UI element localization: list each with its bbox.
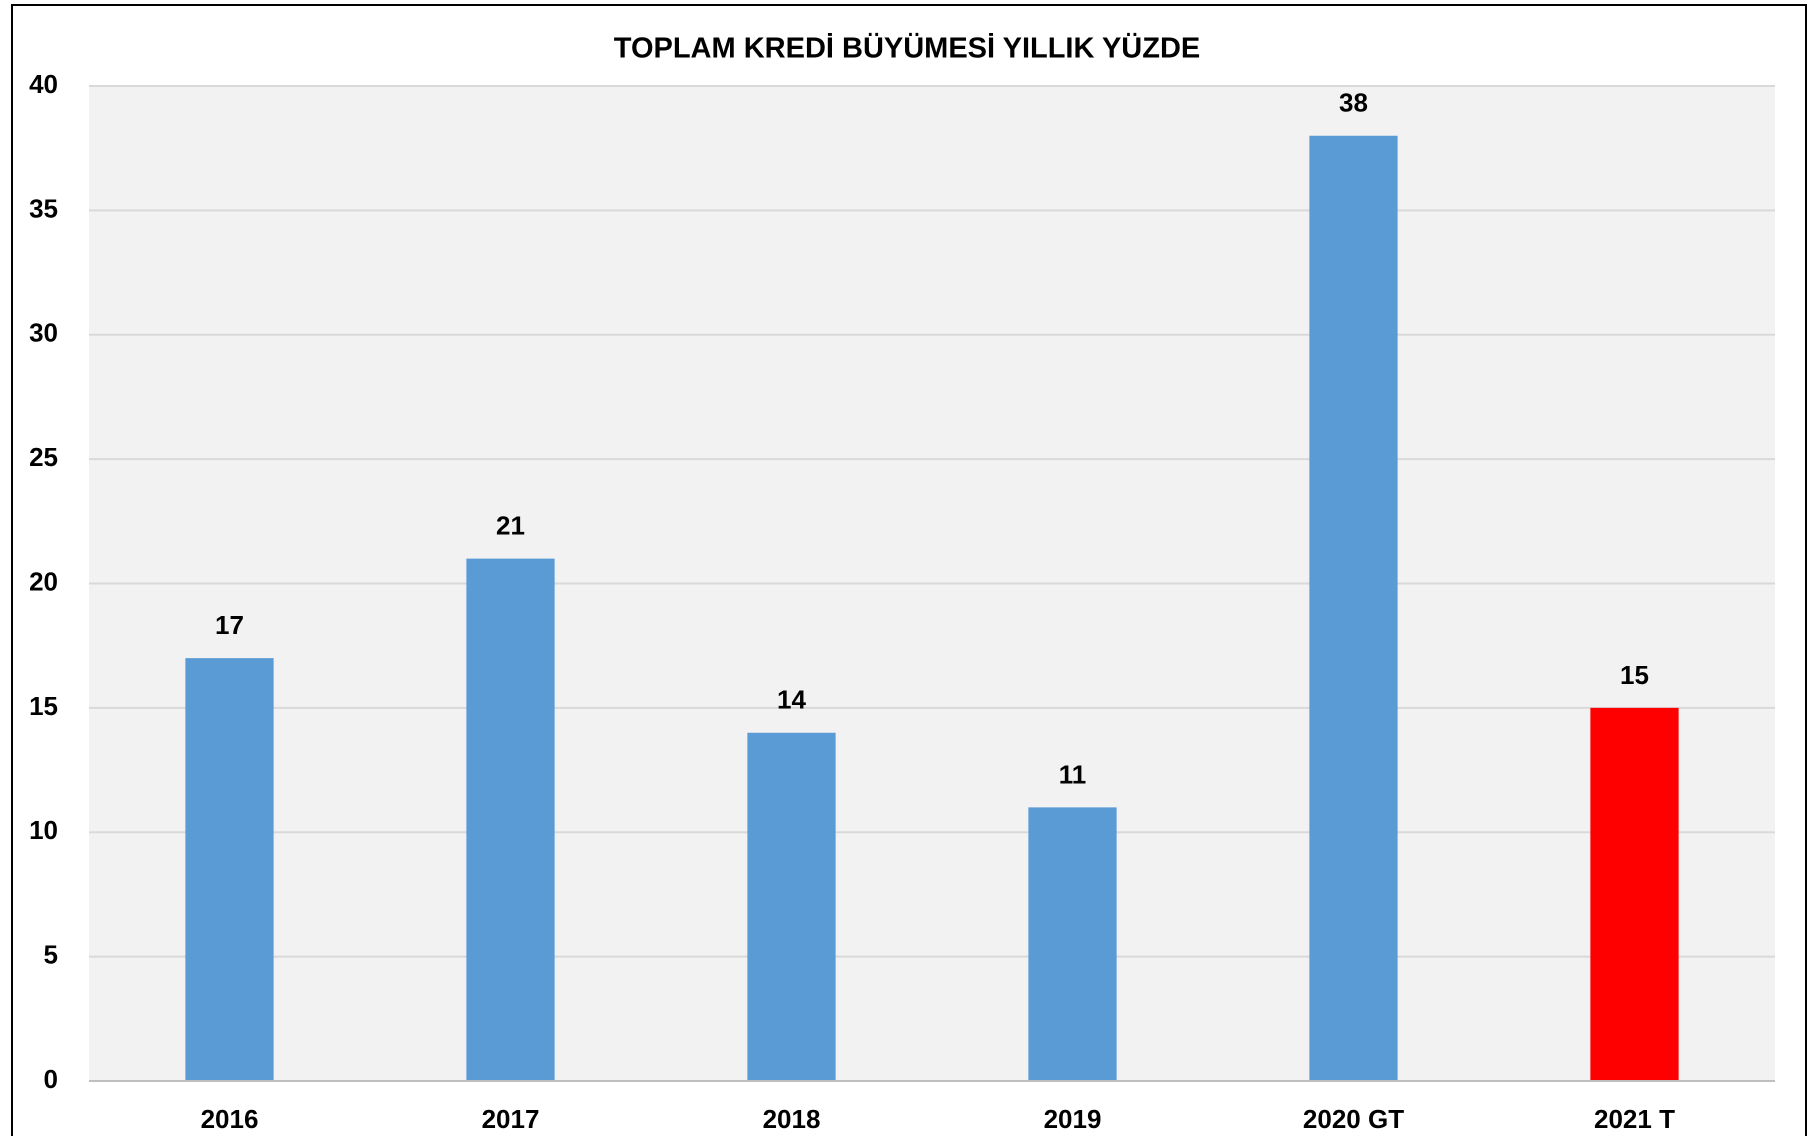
bar	[185, 658, 274, 1081]
data-label: 15	[1620, 660, 1649, 690]
x-tick-label: 2016	[201, 1104, 259, 1134]
y-tick-label: 5	[44, 940, 58, 970]
bar	[1590, 707, 1679, 1081]
x-tick-label: 2020 GT	[1303, 1104, 1404, 1134]
bar	[747, 732, 836, 1081]
y-tick-label: 40	[29, 69, 58, 99]
x-tick-label: 2019	[1044, 1104, 1102, 1134]
x-tick-label: 2017	[482, 1104, 540, 1134]
x-tick-label: 2021 T	[1594, 1104, 1675, 1134]
data-label: 11	[1059, 759, 1087, 789]
x-tick-label: 2018	[763, 1104, 821, 1134]
y-tick-label: 15	[29, 691, 58, 721]
y-tick-label: 20	[29, 566, 58, 596]
y-tick-label: 10	[29, 815, 58, 845]
bar	[1028, 807, 1117, 1081]
y-tick-label: 0	[44, 1064, 58, 1094]
bar	[1309, 135, 1398, 1081]
bar	[466, 558, 555, 1081]
data-label: 17	[215, 610, 244, 640]
y-tick-label: 35	[29, 193, 58, 223]
data-label: 38	[1339, 88, 1368, 118]
y-tick-label: 25	[29, 442, 58, 472]
y-tick-label: 30	[29, 318, 58, 348]
chart-title: TOPLAM KREDİ BÜYÜMESİ YILLIK YÜZDE	[614, 32, 1201, 65]
data-label: 21	[496, 511, 525, 541]
data-label: 14	[777, 685, 806, 715]
